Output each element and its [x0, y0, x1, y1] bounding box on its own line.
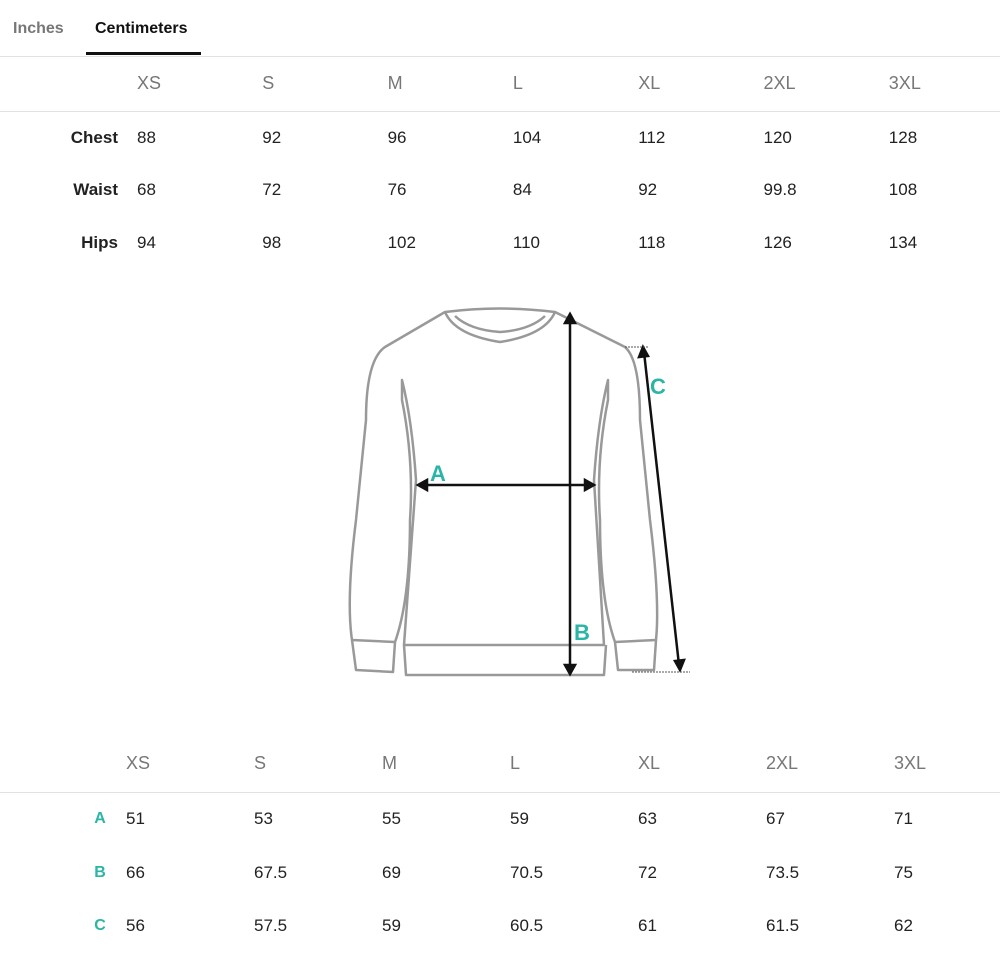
table-cell: 94 [137, 232, 156, 252]
size-header: XL [638, 753, 661, 773]
table-cell: 53 [254, 809, 273, 828]
table-cell: 60.5 [510, 916, 544, 935]
table-cell: 76 [387, 180, 407, 200]
table-cell: 104 [512, 128, 542, 147]
size-header: XL [638, 73, 661, 93]
table-cell: 102 [387, 232, 416, 252]
label-a: A [430, 461, 446, 486]
size-header: 3XL [894, 753, 927, 773]
table-cell: 56 [126, 916, 145, 935]
divider [0, 56, 1000, 57]
table-cell: 67.5 [254, 862, 288, 882]
table-cell: 57.5 [254, 916, 288, 935]
table-cell: 61 [638, 916, 657, 935]
table-cell: 61.5 [766, 916, 800, 935]
measure-label: C [94, 917, 106, 934]
size-header: S [262, 73, 275, 93]
left-cuff [350, 639, 397, 674]
table-cell: 59 [382, 916, 401, 935]
label-c: C [650, 374, 666, 399]
table-cell: 96 [387, 128, 407, 147]
size-header: XS [137, 73, 162, 93]
size-header: XS [126, 753, 151, 773]
table-cell: 68 [137, 180, 156, 200]
table-cell: 84 [512, 180, 532, 200]
table-cell: 134 [888, 232, 918, 252]
table-cell: 92 [638, 180, 658, 200]
row-label: Chest [70, 128, 118, 147]
table-cell: 126 [763, 232, 792, 252]
table-cell: 112 [638, 128, 666, 147]
size-header: 3XL [888, 73, 921, 93]
size-header: 2XL [763, 73, 796, 93]
table-cell: 92 [262, 128, 282, 147]
table-cell: 88 [137, 128, 156, 147]
size-header: L [512, 73, 523, 93]
label-b: B [574, 620, 590, 645]
row-label: Waist [73, 180, 118, 200]
table-cell: 128 [888, 128, 918, 147]
right-cuff [613, 639, 658, 672]
size-header: M [382, 753, 397, 773]
table-cell: 70.5 [510, 862, 544, 882]
table-cell: 75 [894, 862, 913, 882]
divider [0, 792, 1000, 793]
table-cell: 55 [382, 809, 401, 828]
sweatshirt-body [348, 307, 659, 647]
waistband [402, 644, 608, 677]
table-cell: 67 [766, 809, 785, 828]
tab-centimeters[interactable]: Centimeters [95, 20, 188, 37]
table-cell: 62 [894, 916, 913, 935]
table-cell: 59 [510, 809, 529, 828]
table-cell: 110 [512, 232, 540, 252]
table-cell: 71 [894, 809, 913, 828]
size-header: 2XL [766, 753, 799, 773]
tab-inches[interactable]: Inches [13, 20, 64, 37]
table-cell: 118 [638, 232, 666, 252]
table-cell: 98 [262, 232, 282, 252]
table-cell: 66 [126, 862, 145, 882]
measure-label: A [94, 810, 106, 827]
size-header: M [387, 73, 403, 93]
divider [0, 111, 1000, 112]
active-tab-indicator [86, 52, 201, 55]
table-cell: 63 [638, 809, 657, 828]
table-cell: 108 [888, 180, 918, 200]
table-cell: 72 [262, 180, 282, 200]
size-header: L [510, 753, 521, 773]
table-cell: 120 [763, 128, 792, 147]
table-cell: 51 [126, 809, 145, 828]
table-cell: 73.5 [766, 862, 800, 882]
size-header: S [254, 753, 267, 773]
row-label: Hips [81, 232, 118, 252]
collar [443, 311, 557, 344]
table-cell: 99.8 [763, 180, 797, 200]
measure-label: B [94, 863, 106, 881]
measure-c-arrow [642, 351, 681, 666]
table-cell: 69 [382, 862, 401, 882]
table-cell: 72 [638, 862, 657, 882]
